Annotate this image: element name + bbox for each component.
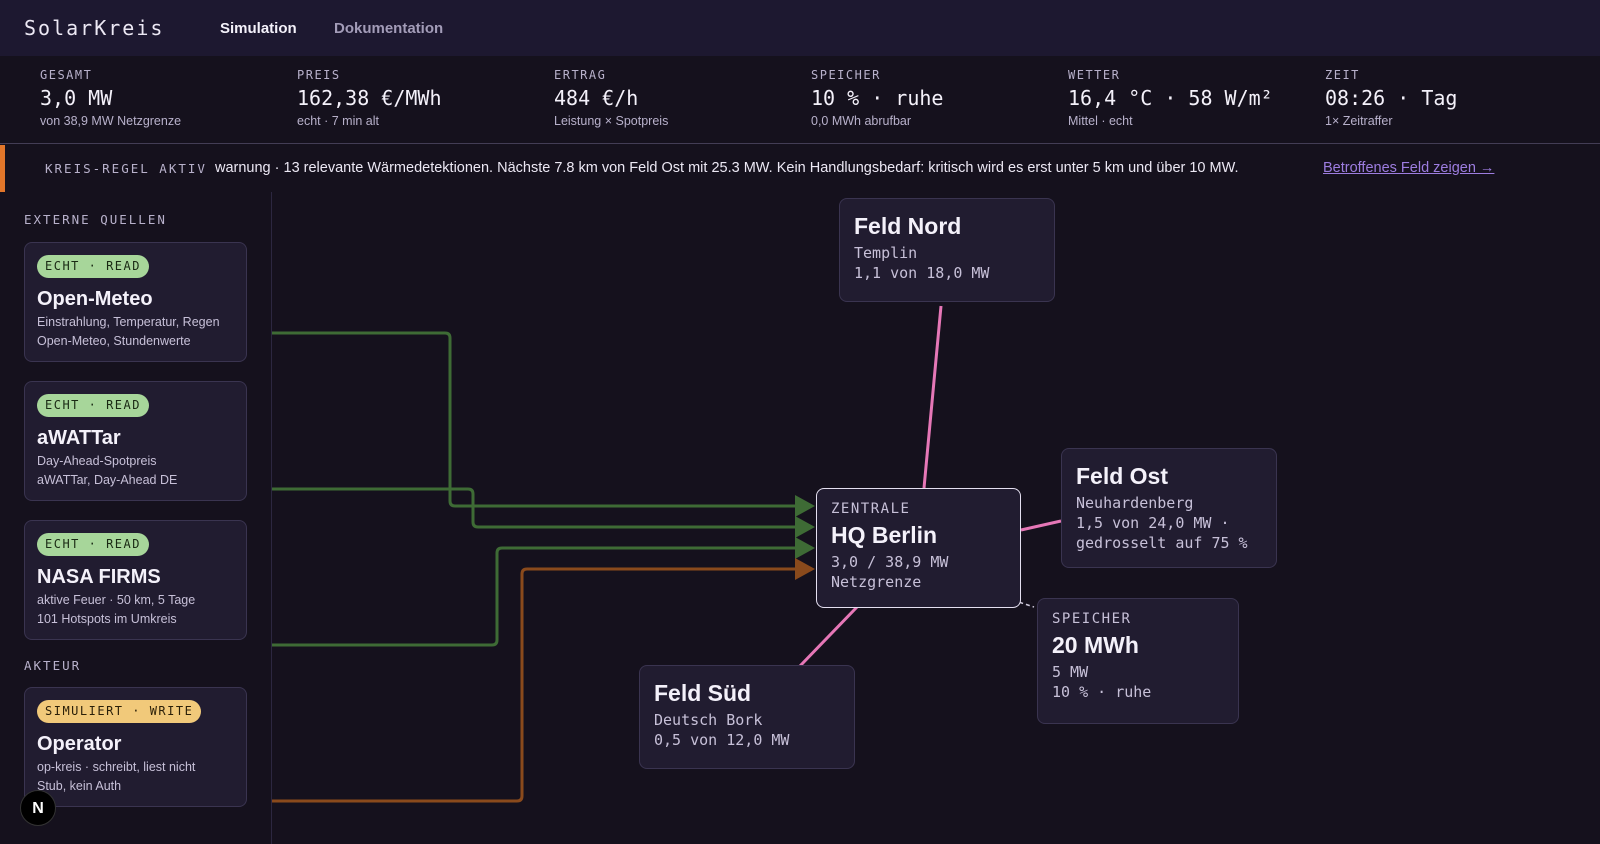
link-feld-sued <box>798 605 859 668</box>
actor-section-title: AKTEUR <box>24 658 82 673</box>
node-location: Deutsch Bork <box>654 711 763 729</box>
node-feld-sued[interactable]: Feld Süd Deutsch Bork 0,5 von 12,0 MW <box>639 665 855 769</box>
link-awattar <box>272 487 800 529</box>
link-open-meteo <box>272 331 800 508</box>
sidebar: EXTERNE QUELLEN ECHT · READ Open-Meteo E… <box>0 192 272 844</box>
node-caption: SPEICHER <box>1052 611 1132 627</box>
arrowhead <box>795 537 815 559</box>
alert-message: warnung · 13 relevante Wärmedetektionen.… <box>215 160 1239 176</box>
stat-sub: von 38,9 MW Netzgrenze <box>40 114 182 128</box>
brand-logo[interactable]: SolarKreis <box>24 16 165 40</box>
node-output: 3,0 / 38,9 MW <box>831 553 949 571</box>
avatar[interactable]: N <box>20 790 56 826</box>
stat-value: 3,0 MW <box>40 86 113 110</box>
node-title: Feld Ost <box>1076 463 1169 489</box>
node-title: 20 MWh <box>1052 632 1139 658</box>
node-output: 1,1 von 18,0 MW <box>854 264 990 282</box>
node-power: 5 MW <box>1052 663 1089 681</box>
card-title: NASA FIRMS <box>37 566 161 588</box>
alert-tag: KREIS-REGEL AKTIV <box>45 161 207 176</box>
stats-bar: GESAMT 3,0 MW von 38,9 MW Netzgrenze PRE… <box>0 56 1600 144</box>
stat-value: 10 % · ruhe <box>811 86 944 110</box>
node-feld-ost[interactable]: Feld Ost Neuhardenberg 1,5 von 24,0 MW ·… <box>1061 448 1277 568</box>
card-title: aWATTar <box>37 427 121 449</box>
card-line: 101 Hotspots im Umkreis <box>37 612 177 626</box>
stat-value: 08:26 · Tag <box>1325 86 1458 110</box>
status-badge: ECHT · READ <box>37 533 149 556</box>
node-caption: ZENTRALE <box>831 501 911 517</box>
node-hq-berlin[interactable]: ZENTRALE HQ Berlin 3,0 / 38,9 MW Netzgre… <box>816 488 1021 608</box>
node-title: Feld Süd <box>654 680 752 706</box>
card-line: aWATTar, Day-Ahead DE <box>37 473 178 487</box>
link-nasa-firms <box>272 546 800 647</box>
arrowhead <box>795 495 815 517</box>
card-title: Open-Meteo <box>37 288 153 310</box>
card-line: Day-Ahead-Spotpreis <box>37 454 157 468</box>
stat-speicher: SPEICHER 10 % · ruhe 0,0 MWh abrufbar <box>811 68 1051 128</box>
actor-card-operator[interactable]: SIMULIERT · WRITE Operator op-kreis · sc… <box>24 687 247 807</box>
node-location: Templin <box>854 244 918 262</box>
stat-label: GESAMT <box>40 68 93 82</box>
source-card-open-meteo[interactable]: ECHT · READ Open-Meteo Einstrahlung, Tem… <box>24 242 247 362</box>
arrowhead <box>795 558 815 580</box>
source-card-awattar[interactable]: ECHT · READ aWATTar Day-Ahead-Spotpreis … <box>24 381 247 501</box>
stat-sub: echt · 7 min alt <box>297 114 379 128</box>
node-location: Neuhardenberg <box>1076 494 1194 512</box>
stat-label: SPEICHER <box>811 68 881 82</box>
card-line: op-kreis · schreibt, liest nicht <box>37 760 196 774</box>
stat-label: PREIS <box>297 68 341 82</box>
stat-wetter: WETTER 16,4 °C · 58 W/m² Mittel · echt <box>1068 68 1308 128</box>
card-line: Einstrahlung, Temperatur, Regen <box>37 315 220 329</box>
source-card-nasa-firms[interactable]: ECHT · READ NASA FIRMS aktive Feuer · 50… <box>24 520 247 640</box>
status-badge: ECHT · READ <box>37 394 149 417</box>
link-feld-ost <box>1020 519 1062 532</box>
show-affected-field-link[interactable]: Betroffenes Feld zeigen → <box>1323 160 1495 176</box>
stat-value: 162,38 €/MWh <box>297 86 442 110</box>
nav-simulation[interactable]: Simulation <box>220 20 297 37</box>
card-line: aktive Feuer · 50 km, 5 Tage <box>37 593 196 607</box>
link-feld-nord <box>922 305 943 489</box>
node-output: 0,5 von 12,0 MW <box>654 731 790 749</box>
status-badge: ECHT · READ <box>37 255 149 278</box>
stat-label: ERTRAG <box>554 68 607 82</box>
stat-sub: 1× Zeitraffer <box>1325 114 1393 128</box>
stat-zeit: ZEIT 08:26 · Tag 1× Zeitraffer <box>1325 68 1565 128</box>
node-title: HQ Berlin <box>831 522 938 548</box>
stat-label: ZEIT <box>1325 68 1360 82</box>
alert-banner: KREIS-REGEL AKTIV warnung · 13 relevante… <box>0 145 1600 192</box>
node-feld-nord[interactable]: Feld Nord Templin 1,1 von 18,0 MW <box>839 198 1055 302</box>
node-sub: Netzgrenze <box>831 573 922 591</box>
stat-label: WETTER <box>1068 68 1121 82</box>
node-title: Feld Nord <box>854 213 962 239</box>
card-title: Operator <box>37 733 122 755</box>
card-line: Stub, kein Auth <box>37 779 122 793</box>
stat-value: 484 €/h <box>554 86 639 110</box>
stat-gesamt: GESAMT 3,0 MW von 38,9 MW Netzgrenze <box>40 68 280 128</box>
card-line: Open-Meteo, Stundenwerte <box>37 334 191 348</box>
stat-sub: Mittel · echt <box>1068 114 1133 128</box>
sources-section-title: EXTERNE QUELLEN <box>24 212 167 227</box>
node-throttle: gedrosselt auf 75 % <box>1076 534 1248 552</box>
nav-dokumentation[interactable]: Dokumentation <box>334 20 444 37</box>
link-operator <box>272 567 800 803</box>
node-output: 1,5 von 24,0 MW · <box>1076 514 1230 532</box>
top-nav: SolarKreis Simulation Dokumentation <box>0 0 1600 56</box>
stat-value: 16,4 °C · 58 W/m² <box>1068 86 1273 110</box>
arrowhead <box>795 516 815 538</box>
stat-ertrag: ERTRAG 484 €/h Leistung × Spotpreis <box>554 68 794 128</box>
node-status: 10 % · ruhe <box>1052 683 1152 701</box>
status-badge: SIMULIERT · WRITE <box>37 700 202 723</box>
stat-sub: 0,0 MWh abrufbar <box>811 114 912 128</box>
network-graph: Feld Nord Templin 1,1 von 18,0 MW ZENTRA… <box>0 192 1600 844</box>
stat-sub: Leistung × Spotpreis <box>554 114 669 128</box>
stat-preis: PREIS 162,38 €/MWh echt · 7 min alt <box>297 68 537 128</box>
node-speicher[interactable]: SPEICHER 20 MWh 5 MW 10 % · ruhe <box>1037 598 1239 724</box>
